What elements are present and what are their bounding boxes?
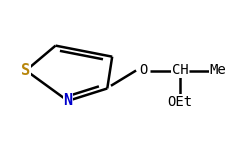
Text: S: S bbox=[21, 63, 31, 78]
Text: Me: Me bbox=[210, 63, 226, 78]
Text: N: N bbox=[63, 93, 72, 108]
Text: CH: CH bbox=[172, 63, 188, 78]
Text: OEt: OEt bbox=[167, 95, 192, 109]
Text: O: O bbox=[139, 63, 147, 78]
